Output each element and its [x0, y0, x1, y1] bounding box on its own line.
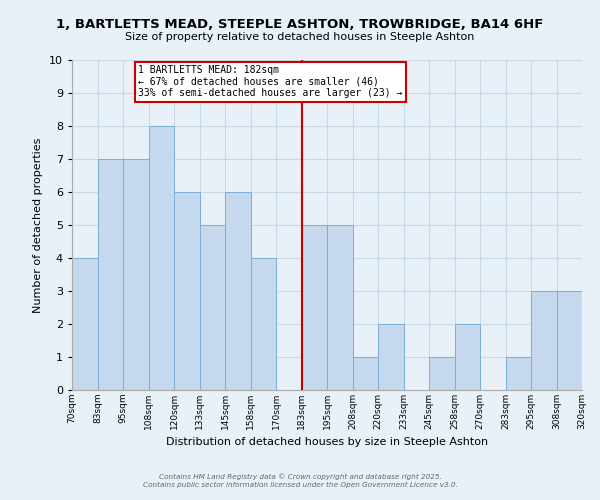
Bar — [505, 357, 531, 390]
Bar — [251, 258, 276, 390]
Y-axis label: Number of detached properties: Number of detached properties — [34, 138, 43, 312]
Bar — [174, 192, 199, 390]
Bar — [123, 159, 149, 390]
Text: Contains HM Land Registry data © Crown copyright and database right 2025.
Contai: Contains HM Land Registry data © Crown c… — [143, 474, 457, 488]
Text: 1 BARTLETTS MEAD: 182sqm
← 67% of detached houses are smaller (46)
33% of semi-d: 1 BARTLETTS MEAD: 182sqm ← 67% of detach… — [139, 65, 403, 98]
Bar — [531, 291, 557, 390]
Bar — [97, 159, 123, 390]
Bar — [225, 192, 251, 390]
Bar — [149, 126, 174, 390]
Bar — [557, 291, 582, 390]
Text: 1, BARTLETTS MEAD, STEEPLE ASHTON, TROWBRIDGE, BA14 6HF: 1, BARTLETTS MEAD, STEEPLE ASHTON, TROWB… — [56, 18, 544, 30]
Bar — [72, 258, 97, 390]
Bar — [378, 324, 404, 390]
Bar — [429, 357, 455, 390]
Text: Size of property relative to detached houses in Steeple Ashton: Size of property relative to detached ho… — [125, 32, 475, 42]
Bar — [455, 324, 480, 390]
Bar — [327, 225, 353, 390]
Bar — [199, 225, 225, 390]
Bar — [353, 357, 378, 390]
Bar — [302, 225, 327, 390]
X-axis label: Distribution of detached houses by size in Steeple Ashton: Distribution of detached houses by size … — [166, 438, 488, 448]
